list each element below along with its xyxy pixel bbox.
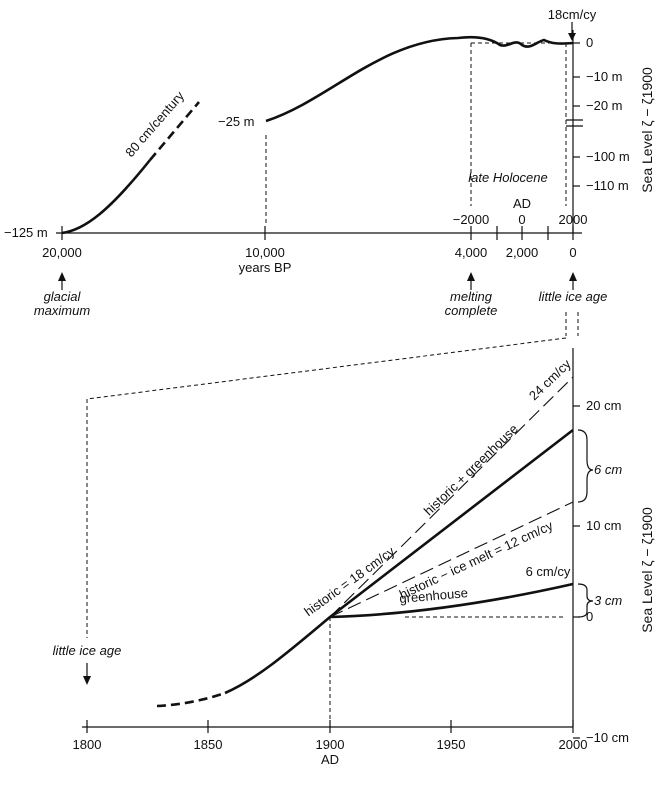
- y-tick-label-0: 0: [586, 609, 593, 624]
- annotation-late-holocene: late Holocene: [468, 170, 548, 185]
- y-tick-label-10cm: 10 cm: [586, 518, 621, 533]
- y-tick-label-minus10cm: −10 cm: [586, 730, 629, 745]
- annotation-minus125m: −125 m: [4, 225, 48, 240]
- rate-label-18cm-cy: 18cm/cy: [548, 7, 597, 22]
- series-label-historic-plus-greenhouse: historic + greenhouse: [421, 421, 521, 518]
- label-melting: melting: [450, 289, 493, 304]
- arrow-little-ice-age-lower-head: [83, 676, 91, 685]
- y-tick-label-minus20m: −20 m: [586, 98, 623, 113]
- series-label-greenhouse: greenhouse: [399, 585, 469, 606]
- zoom-connector-diagonal: [86, 337, 567, 400]
- x-tick-label-2000: 2,000: [506, 245, 539, 260]
- y-tick-label-20cm: 20 cm: [586, 398, 621, 413]
- rate-label-6cm-cy: 6 cm/cy: [526, 564, 571, 579]
- arrow-glacial-maximum-head: [58, 272, 66, 281]
- historic-curve-dashed-start: [156, 691, 226, 708]
- ad-tick-label-0: 0: [518, 212, 525, 227]
- x-tick-label-4000: 4,000: [455, 245, 488, 260]
- brace-3cm: [577, 583, 594, 618]
- label-maximum: maximum: [34, 303, 91, 318]
- x-tick-label-1800: 1800: [73, 737, 102, 752]
- ad-tick-label-2000: 2000: [559, 212, 588, 227]
- x-tick-label-1850: 1850: [194, 737, 223, 752]
- x-tick-label-2000: 2000: [559, 737, 588, 752]
- x-tick-label-0: 0: [569, 245, 576, 260]
- upper-curve-deglacial-early: [61, 159, 152, 235]
- label-little-ice-age-lower: little ice age: [53, 643, 122, 658]
- lower-panel: 1800 1850 1900 1950 2000 AD 20 cm 10 cm …: [53, 348, 655, 767]
- y-tick-label-0: 0: [586, 35, 593, 50]
- ad-axis-title: AD: [513, 196, 531, 211]
- annotation-minus25m: −25 m: [218, 114, 255, 129]
- label-glacial: glacial: [44, 289, 82, 304]
- label-little-ice-age-upper: little ice age: [539, 289, 608, 304]
- lower-y-axis-title: Sea Level ζ − ζ1900: [639, 507, 655, 633]
- zoom-connectors: [86, 312, 579, 638]
- annotation-80cm-century: 80 cm/century: [122, 88, 187, 160]
- historic-minus-ice-melt-line: [329, 501, 574, 618]
- brace-6cm: [577, 429, 594, 503]
- upper-curve-deglacial-dashed: [149, 101, 200, 161]
- arrow-little-ice-age-head: [569, 272, 577, 281]
- ad-tick-label-minus2000: −2000: [453, 212, 490, 227]
- x-tick-label-1900: 1900: [316, 737, 345, 752]
- label-complete: complete: [445, 303, 498, 318]
- x-tick-label-20000: 20,000: [42, 245, 82, 260]
- x-tick-label-1950: 1950: [437, 737, 466, 752]
- y-tick-label-minus10m: −10 m: [586, 69, 623, 84]
- brace-label-6cm: 6 cm: [594, 462, 622, 477]
- rate-arrow-head: [568, 33, 576, 41]
- lower-x-axis-title-ad: AD: [321, 752, 339, 767]
- y-tick-label-minus110m: −110 m: [586, 178, 629, 193]
- historic-curve: [224, 428, 574, 695]
- upper-panel: 20,000 10,000 4,000 2,000 0 years BP AD …: [4, 7, 655, 318]
- y-tick-label-minus100m: −100 m: [586, 149, 630, 164]
- x-tick-label-10000: 10,000: [245, 245, 285, 260]
- upper-y-axis-title: Sea Level ζ − ζ1900: [639, 67, 655, 193]
- upper-curve-holocene: [265, 35, 574, 123]
- historic-plus-greenhouse-line: [329, 376, 574, 618]
- greenhouse-curve: [329, 582, 574, 619]
- x-axis-title-years-bp: years BP: [239, 260, 292, 275]
- arrow-melting-complete-head: [467, 272, 475, 281]
- rate-label-24cm-cy: 24 cm/cy: [526, 356, 574, 403]
- brace-label-3cm: 3 cm: [594, 593, 622, 608]
